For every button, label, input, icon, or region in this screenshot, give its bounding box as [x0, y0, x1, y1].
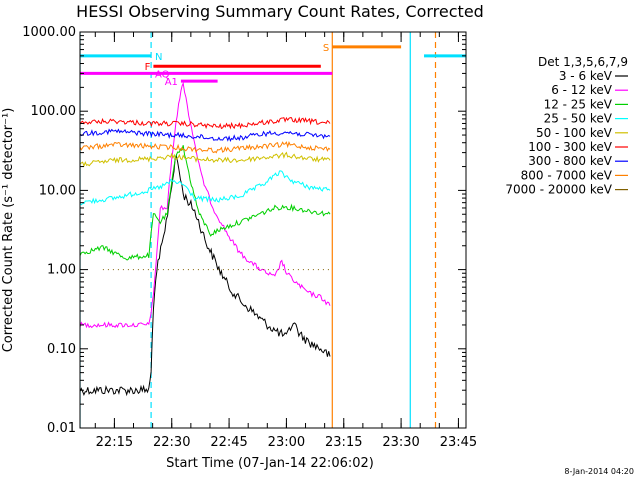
legend-entry-label: 3 - 6 keV [559, 69, 613, 83]
x-tick-label: 23:15 [325, 435, 362, 450]
chart-title: HESSI Observing Summary Count Rates, Cor… [76, 2, 484, 21]
y-axis-label: Corrected Count Rate (s⁻¹ detector⁻¹) [1, 108, 16, 353]
series-line [467, 121, 496, 127]
timestamp: 8-Jan-2014 04:20 [564, 467, 634, 476]
x-tick-label: 22:45 [210, 435, 247, 450]
x-axis: 22:15 22:30 22:45 23:00 23:15 23:30 23:45 [94, 32, 477, 450]
legend-entry-label: 300 - 800 keV [528, 154, 612, 168]
flag-label: AQ [155, 69, 170, 80]
series-line [467, 389, 496, 400]
y-tick-label: 100.00 [31, 104, 77, 119]
series-line [80, 153, 331, 397]
x-tick-label: 23:45 [440, 435, 477, 450]
flag-label: S [323, 43, 329, 54]
series-line [80, 141, 331, 154]
x-tick-label: 23:30 [382, 435, 419, 450]
series-line [80, 170, 331, 206]
y-tick-label: 0.10 [47, 342, 76, 357]
legend-entry-label: 7000 - 20000 keV [505, 183, 612, 197]
series-line [80, 128, 331, 142]
plot-frame [79, 31, 467, 429]
legend-entry-label: 25 - 50 keV [544, 112, 613, 126]
flag-label: N [155, 52, 162, 63]
y-tick-label: 1000.00 [22, 25, 76, 40]
series-line [467, 188, 496, 193]
legend-entry-label: 12 - 25 keV [544, 97, 613, 111]
legend-title: Det 1,3,5,6,7,9 [538, 55, 628, 69]
flag-label: A1 [165, 77, 178, 88]
series-line [80, 151, 331, 168]
series-line [80, 81, 331, 329]
x-axis-label: Start Time (07-Jan-14 22:06:02) [166, 456, 374, 471]
legend-entry-label: 50 - 100 keV [536, 126, 613, 140]
flag-label: F [145, 62, 151, 73]
y-tick-label: 10.00 [39, 183, 76, 198]
y-axis: 0.01 0.10 1.00 10.00 100.00 1000.00 [22, 25, 466, 436]
series-line [467, 147, 496, 152]
legend-entry-label: 6 - 12 keV [551, 83, 613, 97]
legend-entry-label: 800 - 7000 keV [521, 168, 613, 182]
series-line [467, 311, 496, 315]
legend-entry-label: 100 - 300 keV [528, 140, 612, 154]
x-tick-label: 23:00 [268, 435, 305, 450]
y-tick-label: 1.00 [47, 263, 76, 278]
series-line [80, 116, 331, 130]
series-line [467, 216, 496, 220]
series-line [80, 145, 331, 261]
series-line [467, 130, 496, 136]
x-tick-label: 22:15 [96, 435, 133, 450]
x-tick-label: 22:30 [153, 435, 190, 450]
y-tick-label: 0.01 [47, 421, 76, 436]
series-line [467, 160, 496, 165]
